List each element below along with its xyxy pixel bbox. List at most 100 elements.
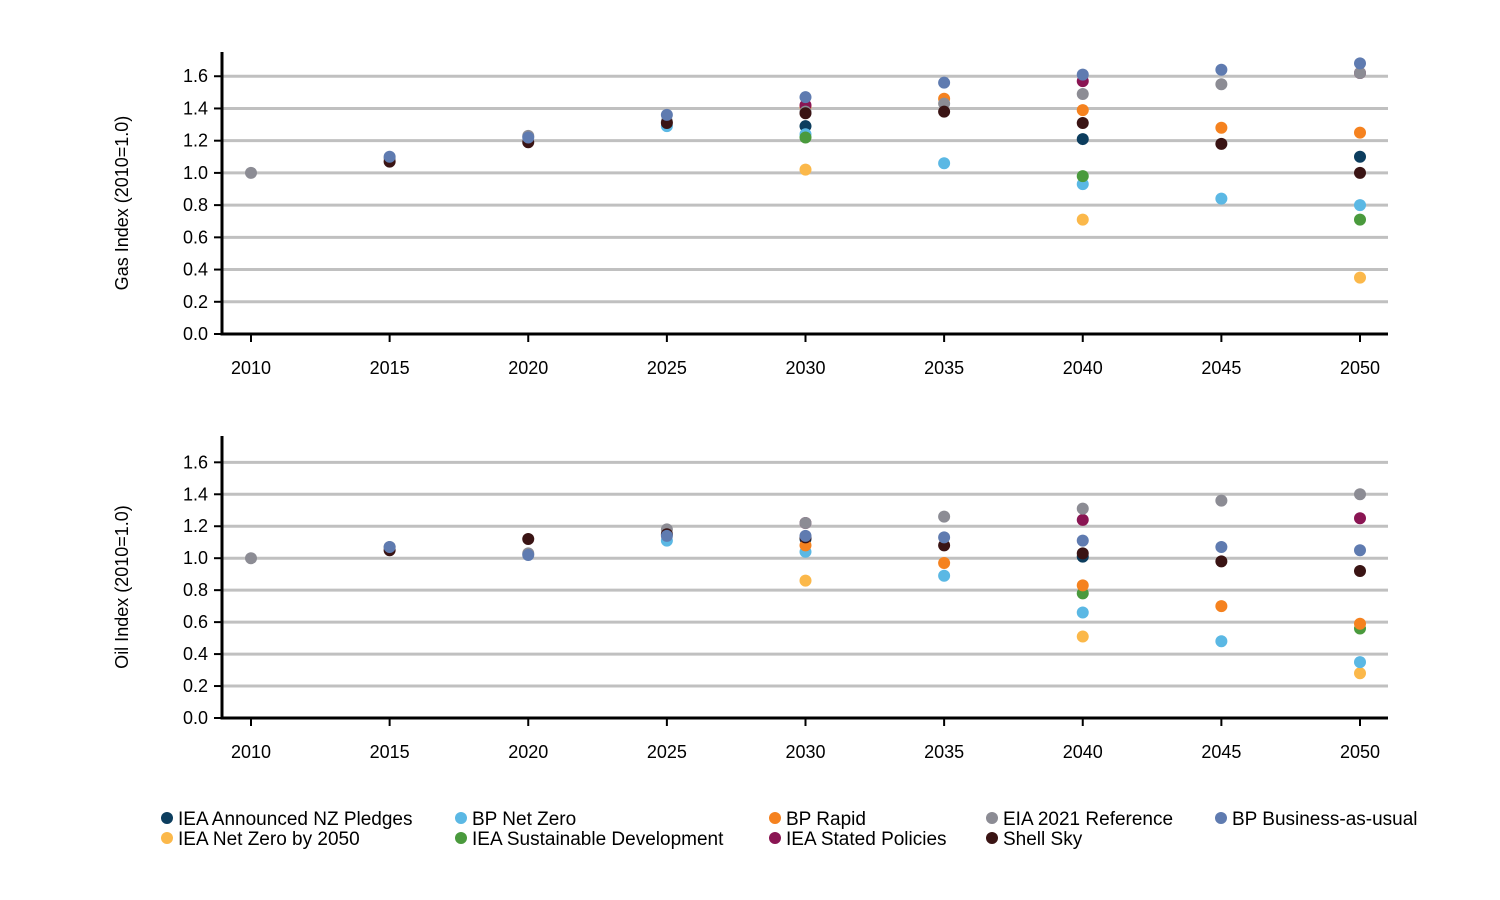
oil-x-tick-label: 2045: [1201, 742, 1241, 762]
gas-x-tick-label: 2030: [785, 358, 825, 378]
gas-point-bp-business-as-usual: [1354, 57, 1366, 70]
oil-point-eia-2021-reference: [1076, 502, 1089, 515]
gas-index-chart: 0.0 0.2 0.4 0.6 0.8 1.0 1.2 1.4 1.6 2010 2015 2020 2…: [112, 52, 1388, 378]
oil-index-chart: 0.0 0.2 0.4 0.6 0.8 1.0 1.2 1.4 1.6 2010 2015 2020 2…: [112, 436, 1388, 762]
oil-point-iea-net-zero-by-2050: [1076, 630, 1089, 643]
legend-item-iea-sustainable-development: IEA Sustainable Development: [455, 829, 724, 850]
oil-point-bp-business-as-usual: [1076, 534, 1089, 547]
legend-label: EIA 2021 Reference: [1003, 809, 1173, 830]
legend-label: IEA Announced NZ Pledges: [178, 809, 413, 830]
gas-point-bp-rapid: [1076, 104, 1089, 117]
gas-point-bp-net-zero: [1215, 192, 1228, 205]
oil-y-tick-label: 0.0: [183, 708, 208, 728]
gas-point-iea-announced-nz-pledges: [1354, 150, 1366, 163]
oil-y-tick-label: 1.0: [183, 548, 208, 568]
gas-x-tick-label: 2010: [231, 358, 271, 378]
oil-point-eia-2021-reference: [245, 552, 257, 565]
oil-point-eia-2021-reference: [938, 510, 951, 523]
legend-marker: [161, 812, 173, 824]
legend-item-bp-rapid: BP Rapid: [769, 809, 866, 830]
gas-point-bp-business-as-usual: [660, 108, 673, 121]
oil-point-shell-sky: [1354, 564, 1366, 577]
gas-x-tick-label: 2015: [370, 358, 410, 378]
oil-y-tick-label: 0.4: [183, 644, 208, 664]
oil-x-tick-label: 2020: [508, 742, 548, 762]
oil-point-bp-rapid: [1354, 617, 1366, 630]
oil-y-tick-label: 1.6: [183, 452, 208, 472]
gas-x-tick-label: 2025: [647, 358, 687, 378]
gas-y-tick-label: 0.0: [183, 324, 208, 344]
gas-point-bp-rapid: [1215, 121, 1228, 134]
gas-y-tick-label: 1.2: [183, 131, 208, 151]
gas-point-iea-sustainable-development: [799, 131, 812, 144]
legend-item-iea-announced-nz-pledges: IEA Announced NZ Pledges: [161, 809, 413, 830]
gas-point-eia-2021-reference: [1354, 67, 1366, 80]
oil-point-bp-net-zero: [938, 569, 951, 582]
oil-point-iea-stated-policies: [1076, 513, 1089, 526]
oil-y-tick-label: 0.6: [183, 612, 208, 632]
gas-y-tick-label: 0.2: [183, 292, 208, 312]
legend-item-iea-stated-policies: IEA Stated Policies: [769, 829, 947, 850]
gas-y-tick-label: 1.4: [183, 98, 208, 118]
oil-point-bp-rapid: [1215, 600, 1228, 613]
oil-point-bp-business-as-usual: [938, 531, 951, 544]
oil-point-bp-net-zero: [1354, 656, 1366, 669]
gas-y-axis-title: Gas Index (2010=1.0): [112, 116, 132, 291]
gas-point-iea-net-zero-by-2050: [1076, 213, 1089, 226]
legend-marker: [1215, 812, 1227, 824]
legend-label: Shell Sky: [1003, 829, 1083, 850]
oil-y-tick-label: 1.4: [183, 484, 208, 504]
gas-point-bp-rapid: [1354, 126, 1366, 139]
oil-point-bp-business-as-usual: [1354, 544, 1366, 557]
oil-series-bp-business-as-usual: [383, 529, 1366, 562]
legend-label: BP Net Zero: [472, 809, 576, 830]
legend-label: IEA Net Zero by 2050: [178, 829, 360, 850]
gas-x-tick-label: 2040: [1063, 358, 1103, 378]
oil-y-axis-title: Oil Index (2010=1.0): [112, 505, 132, 669]
gas-series-iea-net-zero-by-2050: [799, 163, 1366, 284]
gas-y-tick-label: 0.4: [183, 260, 208, 280]
gas-y-tick-label: 0.6: [183, 227, 208, 247]
gas-point-iea-sustainable-development: [1354, 213, 1366, 226]
gas-point-bp-business-as-usual: [1076, 68, 1089, 81]
gas-point-bp-net-zero: [938, 157, 951, 170]
gas-series-bp-net-zero: [660, 120, 1366, 212]
oil-point-eia-2021-reference: [799, 517, 812, 530]
legend-item-shell-sky: Shell Sky: [986, 829, 1083, 850]
gas-point-eia-2021-reference: [245, 166, 257, 179]
legend-label: BP Business-as-usual: [1232, 809, 1418, 830]
gas-point-shell-sky: [938, 105, 951, 118]
legend-label: IEA Sustainable Development: [472, 829, 724, 850]
gas-point-bp-business-as-usual: [938, 76, 951, 89]
legend-marker: [455, 832, 467, 844]
oil-y-tick-label: 1.2: [183, 516, 208, 536]
gas-series-shell-sky: [383, 105, 1366, 179]
oil-point-bp-business-as-usual: [799, 529, 812, 542]
gas-x-tick-label: 2020: [508, 358, 548, 378]
legend-marker: [455, 812, 467, 824]
gas-point-shell-sky: [799, 107, 812, 120]
oil-series-bp-net-zero: [660, 534, 1366, 669]
gas-point-bp-business-as-usual: [1215, 63, 1228, 76]
gas-point-eia-2021-reference: [1215, 78, 1228, 91]
gas-point-bp-business-as-usual: [383, 150, 396, 163]
legend-label: IEA Stated Policies: [786, 829, 947, 850]
oil-point-shell-sky: [1076, 547, 1089, 560]
oil-x-tick-label: 2035: [924, 742, 964, 762]
gas-point-iea-sustainable-development: [1076, 170, 1089, 183]
oil-point-bp-business-as-usual: [660, 529, 673, 542]
oil-point-shell-sky: [522, 533, 535, 546]
gas-point-iea-announced-nz-pledges: [1076, 133, 1089, 146]
legend-marker: [986, 812, 998, 824]
oil-point-bp-rapid: [938, 556, 951, 569]
gas-point-shell-sky: [1354, 166, 1366, 179]
oil-point-eia-2021-reference: [1215, 494, 1228, 507]
legend-item-bp-business-as-usual: BP Business-as-usual: [1215, 809, 1418, 830]
oil-point-eia-2021-reference: [1354, 488, 1366, 501]
gas-x-tick-label: 2050: [1340, 358, 1380, 378]
oil-y-tick-label: 0.8: [183, 580, 208, 600]
gas-point-iea-net-zero-by-2050: [799, 163, 812, 176]
legend-marker: [161, 832, 173, 844]
legend-item-iea-net-zero-by-2050: IEA Net Zero by 2050: [161, 829, 360, 850]
